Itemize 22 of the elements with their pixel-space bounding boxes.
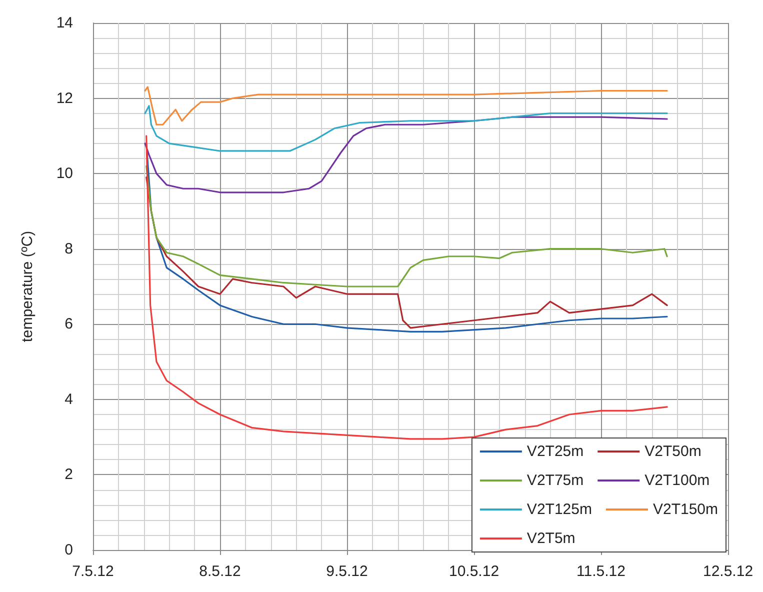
x-tick-label: 8.5.12 [199, 563, 241, 580]
legend-label: V2T100m [644, 472, 710, 489]
legend-label: V2T125m [526, 501, 592, 518]
legend-label: V2T5m [526, 530, 576, 547]
x-tick-label: 12.5.12 [702, 563, 754, 580]
legend-label: V2T50m [644, 443, 702, 460]
x-tick-label: 10.5.12 [448, 563, 500, 580]
y-tick-label: 14 [56, 14, 73, 32]
legend-label: V2T75m [526, 472, 584, 489]
y-axis-title: temperature (ºC) [19, 230, 36, 342]
y-tick-label: 6 [64, 316, 73, 333]
y-tick-label: 12 [56, 90, 73, 107]
x-tick-label: 7.5.12 [72, 563, 114, 580]
y-tick-label: 10 [56, 165, 73, 182]
legend-label: V2T25m [526, 443, 584, 460]
y-tick-label: 0 [64, 542, 73, 558]
legend-label: V2T150m [652, 501, 718, 518]
x-tick-label: 11.5.12 [576, 563, 626, 580]
x-tick-label: 9.5.12 [326, 563, 368, 580]
y-tick-label: 4 [64, 390, 73, 408]
y-tick-label: 2 [64, 466, 73, 484]
y-tick-label: 8 [64, 240, 73, 258]
